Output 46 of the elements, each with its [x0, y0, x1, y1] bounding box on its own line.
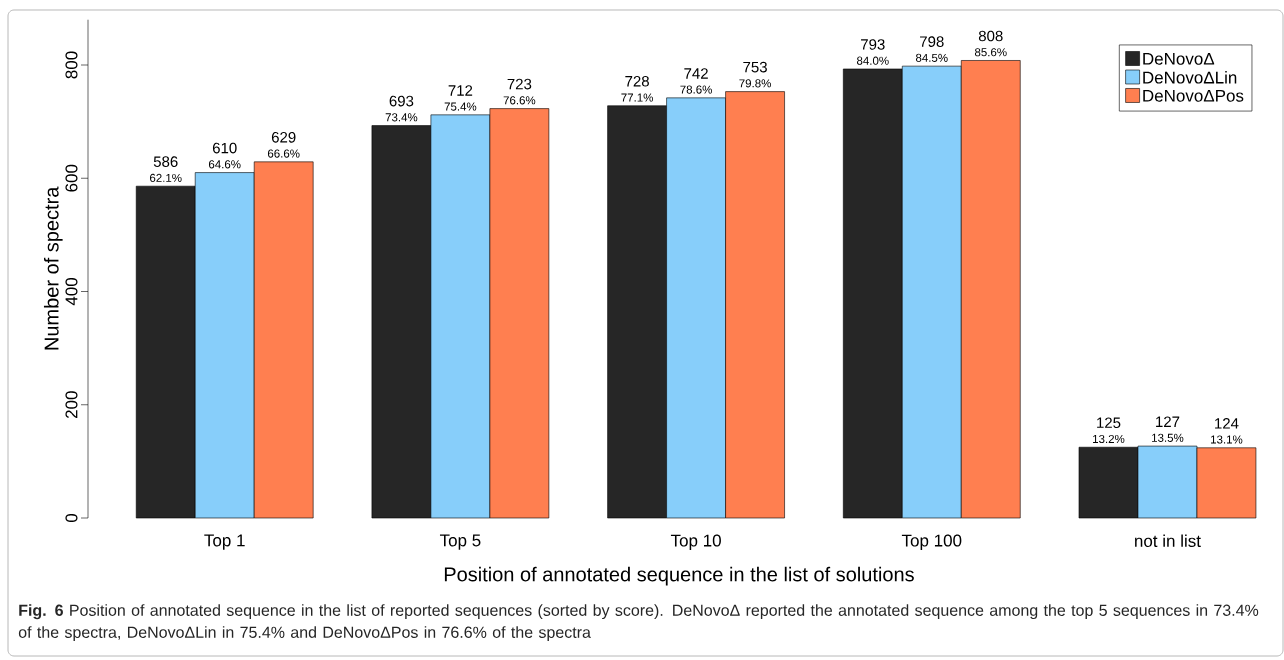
annotation: 79.8% — [739, 79, 771, 88]
annotation: 84.5% — [915, 53, 948, 62]
annotation: 76.6% — [503, 96, 536, 105]
data-label: 808 — [978, 30, 1003, 42]
data-label: 125 — [1097, 417, 1121, 429]
x-tick-label: Top 10 — [670, 534, 721, 550]
data-label: 798 — [920, 36, 944, 47]
annotation: 13.1% — [1211, 435, 1243, 444]
annotation: 13.2% — [1093, 434, 1125, 444]
legend-label: DeNovoΔPos — [1143, 89, 1244, 102]
annotation: 77.1% — [621, 93, 653, 102]
x-tick-label: not in list — [1135, 534, 1201, 548]
annotation: 64.6% — [208, 160, 241, 169]
data-label: 728 — [625, 75, 649, 87]
data-label: 610 — [212, 142, 237, 154]
annotation: 66.6% — [267, 149, 300, 158]
data-label: 723 — [507, 78, 532, 90]
y-tick-label: 600 — [65, 164, 78, 192]
data-label: 712 — [448, 85, 473, 96]
data-label: 127 — [1156, 416, 1180, 427]
y-tick-label: 200 — [65, 391, 78, 419]
annotation: 62.1% — [149, 173, 182, 182]
x-tick-label: Top 100 — [901, 534, 962, 550]
annotation: 13.5% — [1152, 433, 1184, 442]
data-label: 742 — [684, 68, 708, 79]
x-axis-title: Position of annotated sequence in the list of solutions — [444, 566, 914, 586]
text: Fig. 6 Position of annotated sequence in the list of reported sequences (sorted by score). DeNovoΔ reported the annotated sequence among the top 5 sequences in 73.4% of the spectra, DeNovoΔLin in 75.4% and DeNovoΔPos in 76.6% of the spectra — [18, 604, 1259, 642]
x-tick-label: Top 5 — [439, 534, 481, 550]
y-tick-label: 800 — [65, 51, 78, 79]
legend-label: DeNovoΔLin — [1143, 71, 1237, 84]
legend-label: DeNovoΔ — [1143, 52, 1215, 65]
data-label: 629 — [271, 132, 296, 143]
y-axis-title: Number of spectra — [43, 186, 63, 350]
data-label: 586 — [153, 156, 178, 167]
x-tick-label: Top 1 — [204, 534, 245, 550]
annotation: 85.6% — [974, 48, 1007, 57]
y-tick-label: 400 — [65, 277, 78, 306]
data-label: 693 — [389, 95, 414, 107]
data-label: 124 — [1215, 418, 1239, 429]
y-tick-label: 0 — [65, 513, 78, 523]
annotation: 78.6% — [680, 85, 712, 94]
annotation: 75.4% — [444, 102, 477, 111]
annotation: 73.4% — [385, 113, 418, 122]
data-label: 753 — [743, 61, 767, 73]
data-label: 793 — [861, 39, 885, 50]
annotation: 84.0% — [856, 56, 889, 65]
